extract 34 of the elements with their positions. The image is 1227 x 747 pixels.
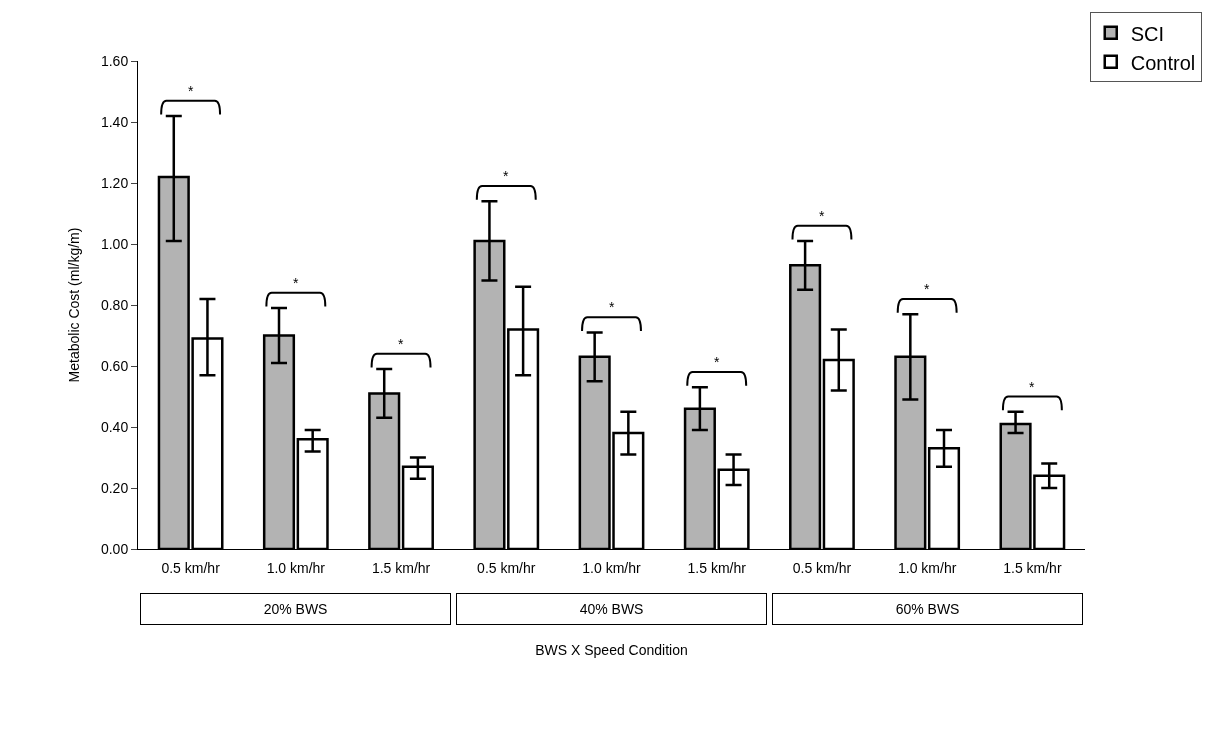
y-tick-label: 1.60 — [100, 52, 129, 69]
annotation: * — [503, 168, 509, 184]
annotation: * — [1029, 379, 1035, 395]
y-tick-label: 0.20 — [100, 479, 129, 496]
y-tick-label: 0.80 — [100, 296, 129, 313]
x-tick-label: 0.5 km/hr — [477, 559, 536, 576]
text: 20% BWS — [263, 601, 328, 617]
annotation: * — [188, 83, 194, 99]
y-tick-label: 0.60 — [100, 357, 129, 374]
y-tick-label: 0.40 — [100, 418, 129, 435]
annotation: * — [714, 354, 720, 370]
x-tick-label: 0.5 km/hr — [792, 559, 852, 576]
x-axis-title: BWS X Speed Condition — [535, 642, 688, 659]
x-tick-label: 1.0 km/hr — [897, 559, 957, 576]
annotation: * — [293, 275, 299, 291]
annotation: * — [398, 336, 404, 352]
y-axis-title: Metabolic Cost (ml/kg/m) — [65, 227, 82, 383]
y-tick-label: 1.20 — [100, 174, 129, 191]
x-tick-label: 1.0 km/hr — [582, 559, 642, 576]
annotation: * — [609, 299, 615, 315]
x-tick-label: 0.5 km/hr — [161, 559, 221, 576]
x-tick-label: 1.5 km/hr — [1003, 559, 1062, 576]
annotation: * — [924, 281, 930, 297]
x-tick-label: 1.5 km/hr — [371, 559, 431, 576]
legend-label: SCI — [1130, 22, 1165, 45]
y-tick-label: 1.00 — [100, 235, 129, 252]
legend-label: Control — [1130, 51, 1196, 74]
x-tick-label: 1.0 km/hr — [266, 559, 326, 576]
text: 40% BWS — [579, 601, 644, 617]
y-tick-label: 1.40 — [100, 113, 129, 130]
y-tick-label: 0.00 — [100, 540, 129, 557]
annotation: * — [819, 208, 825, 224]
x-tick-label: 1.5 km/hr — [687, 559, 747, 576]
text: 60% BWS — [895, 601, 960, 617]
